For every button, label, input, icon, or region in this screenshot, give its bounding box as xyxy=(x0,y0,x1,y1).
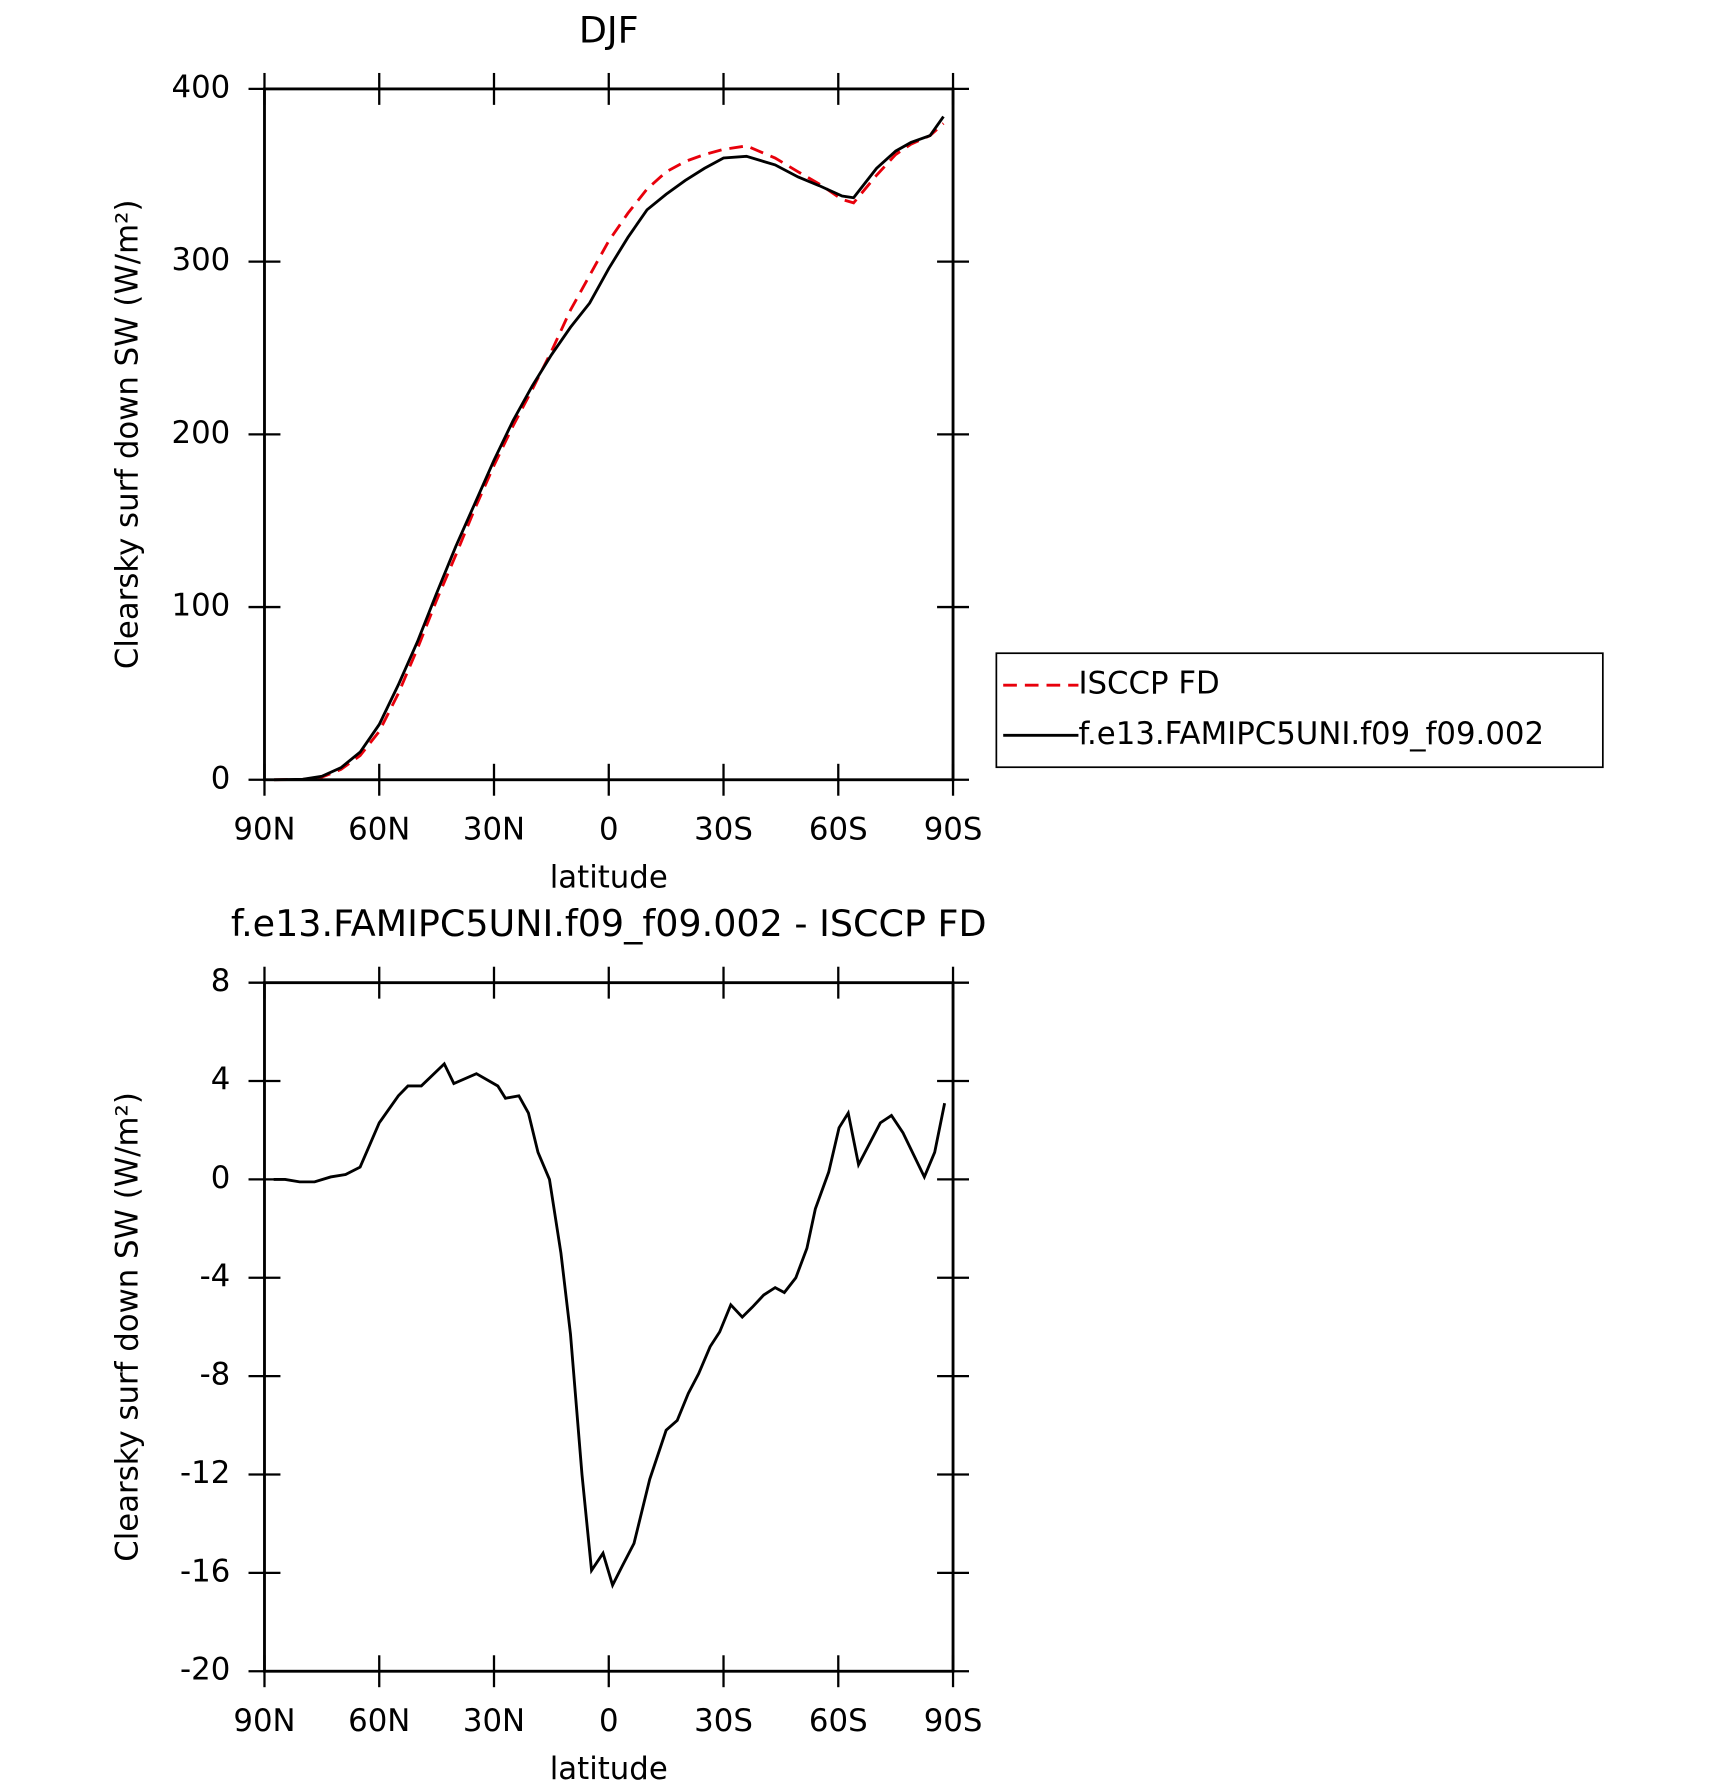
chart-title: f.e13.FAMIPC5UNI.f09_f09.002 - ISCCP FD xyxy=(231,902,987,945)
plot-frame xyxy=(263,87,955,782)
data-line xyxy=(274,122,945,782)
y-tick-label: 0 xyxy=(211,760,231,796)
legend-label: ISCCP FD xyxy=(1078,666,1219,702)
y-tick-label: -4 xyxy=(200,1258,231,1294)
x-tick-label: 30N xyxy=(463,1703,525,1739)
x-tick-label: 60S xyxy=(809,812,868,848)
chart-title: DJF xyxy=(579,8,639,51)
y-tick-label: -12 xyxy=(180,1455,230,1491)
y-tick-label: 400 xyxy=(172,69,231,105)
y-tick-label: 4 xyxy=(211,1062,231,1098)
x-tick-label: 30S xyxy=(694,1703,753,1739)
x-tick-label: 90N xyxy=(233,1703,295,1739)
data-line xyxy=(274,115,945,782)
y-tick-label: -20 xyxy=(180,1652,230,1688)
y-tick-label: -8 xyxy=(200,1357,231,1393)
x-tick-label: 0 xyxy=(599,812,619,848)
legend-box xyxy=(995,652,1604,769)
y-tick-label: 200 xyxy=(172,415,231,451)
x-tick-label: 90S xyxy=(924,812,983,848)
x-tick-label: 60N xyxy=(348,1703,410,1739)
legend-label: f.e13.FAMIPC5UNI.f09_f09.002 xyxy=(1078,716,1544,752)
y-tick-label: 300 xyxy=(172,242,231,278)
x-axis-label: latitude xyxy=(550,1751,668,1787)
plot-frame xyxy=(263,981,955,1673)
data-line xyxy=(273,1061,947,1590)
y-axis-label: Clearsky surf down SW (W/m²) xyxy=(109,200,145,670)
x-tick-label: 60S xyxy=(809,1703,868,1739)
x-tick-label: 0 xyxy=(599,1703,619,1739)
y-tick-label: 0 xyxy=(211,1160,231,1196)
y-tick-label: 8 xyxy=(211,963,231,999)
x-tick-label: 60N xyxy=(348,812,410,848)
x-tick-label: 30N xyxy=(463,812,525,848)
y-axis-label: Clearsky surf down SW (W/m²) xyxy=(109,1092,145,1562)
x-tick-label: 90N xyxy=(233,812,295,848)
y-tick-label: 100 xyxy=(172,588,231,624)
x-tick-label: 90S xyxy=(924,1703,983,1739)
x-tick-label: 30S xyxy=(694,812,753,848)
x-axis-label: latitude xyxy=(550,859,668,895)
y-tick-label: -16 xyxy=(180,1553,230,1589)
